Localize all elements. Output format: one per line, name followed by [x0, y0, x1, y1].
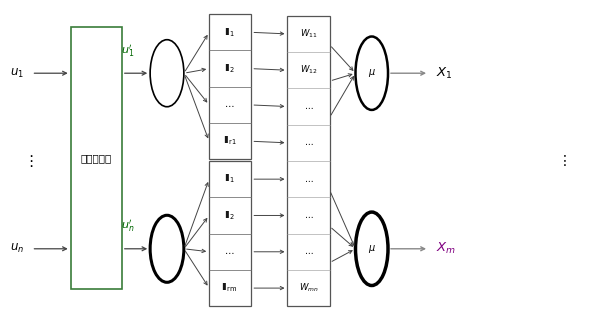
Ellipse shape — [150, 215, 184, 282]
Text: $\rm{I\!I\!I}_2$: $\rm{I\!I\!I}_2$ — [224, 62, 235, 75]
Bar — [71, 27, 122, 289]
Bar — [209, 14, 251, 159]
Text: $\vdots$: $\vdots$ — [557, 154, 566, 168]
Text: 信息燵加权: 信息燵加权 — [80, 153, 112, 163]
Text: $u_1'$: $u_1'$ — [121, 43, 134, 59]
Text: $\cdots$: $\cdots$ — [304, 211, 313, 220]
Text: $\mu$: $\mu$ — [368, 243, 376, 255]
Text: $\rm{I\!I\!I}_1$: $\rm{I\!I\!I}_1$ — [224, 173, 235, 185]
Text: $\cdots$: $\cdots$ — [224, 100, 235, 109]
Text: $\cdots$: $\cdots$ — [304, 247, 313, 256]
Text: $\rm{I\!I\!I}_1$: $\rm{I\!I\!I}_1$ — [224, 26, 235, 39]
Text: $X_1$: $X_1$ — [436, 66, 453, 81]
Text: $\cdots$: $\cdots$ — [304, 102, 313, 111]
Bar — [209, 161, 251, 306]
Text: $\mu$: $\mu$ — [368, 67, 376, 79]
Text: $\cdots$: $\cdots$ — [304, 138, 313, 147]
Text: $\cdots$: $\cdots$ — [224, 247, 235, 256]
Ellipse shape — [356, 36, 388, 110]
Text: $\rm{I\!I\!I}_2$: $\rm{I\!I\!I}_2$ — [224, 209, 235, 222]
Ellipse shape — [356, 212, 388, 286]
Text: $\rm{I\!I\!I}_{r1}$: $\rm{I\!I\!I}_{r1}$ — [223, 135, 236, 147]
Text: $W_{mn}$: $W_{mn}$ — [299, 282, 318, 294]
Text: $u_n'$: $u_n'$ — [121, 218, 134, 234]
Text: $X_m$: $X_m$ — [436, 241, 456, 256]
Text: $\rm{I\!I\!I}_{rm}$: $\rm{I\!I\!I}_{rm}$ — [221, 282, 237, 294]
Text: $W_{12}$: $W_{12}$ — [299, 64, 318, 76]
Ellipse shape — [150, 40, 184, 107]
Text: $u_n$: $u_n$ — [10, 242, 25, 255]
Text: $\vdots$: $\vdots$ — [24, 153, 34, 169]
Text: $W_{11}$: $W_{11}$ — [299, 28, 318, 40]
Text: $u_1$: $u_1$ — [10, 67, 24, 80]
Bar — [287, 16, 330, 306]
Text: $\cdots$: $\cdots$ — [304, 175, 313, 184]
